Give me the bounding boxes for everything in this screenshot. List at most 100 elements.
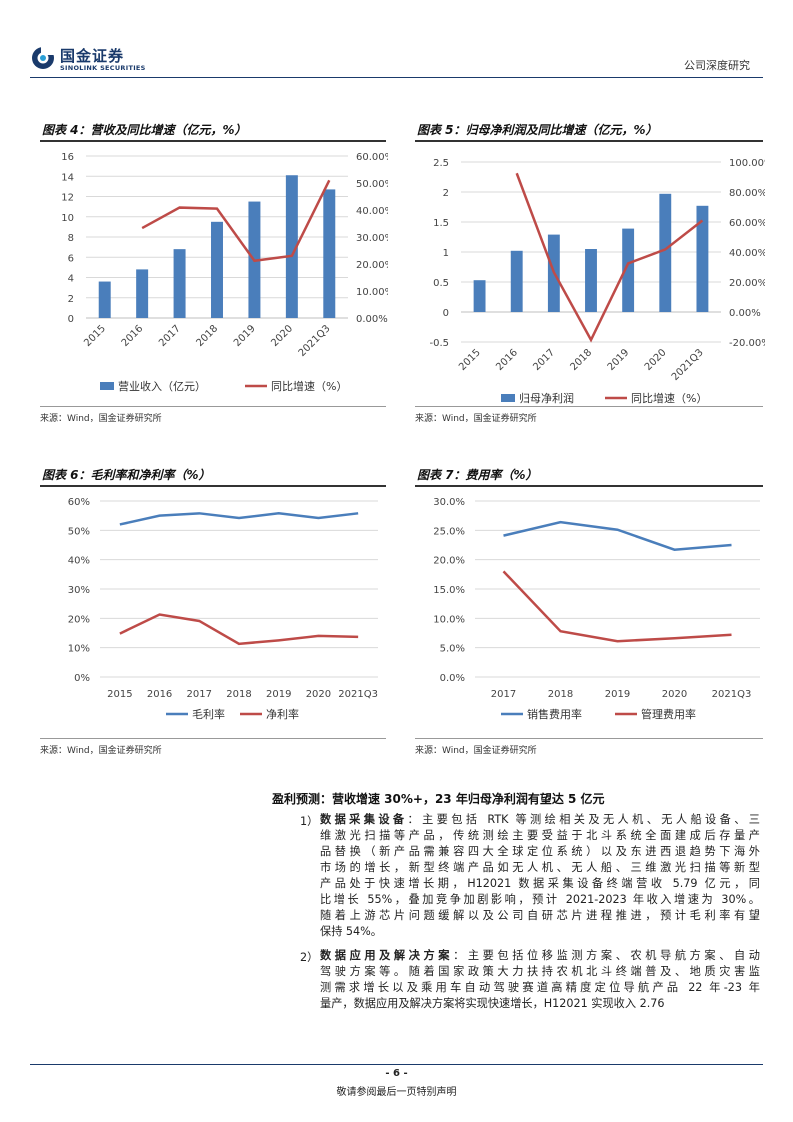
line-text: 量产，数据应用及解决方案将实现快速增长，H12021 实现收入 2.76 bbox=[320, 997, 665, 1010]
x-tick-label: 2016 bbox=[494, 347, 520, 373]
y2-tick-label: 80.00% bbox=[729, 188, 765, 199]
y2-tick-label: 0.00% bbox=[356, 314, 388, 325]
x-tick-label: 2017 bbox=[157, 323, 183, 349]
y2-tick-label: 40.00% bbox=[356, 206, 388, 217]
y2-tick-label: 100.00% bbox=[729, 158, 765, 169]
y-tick-label: 1 bbox=[443, 248, 449, 259]
figure-source: 来源：Wind，国金证券研究所 bbox=[415, 746, 537, 756]
x-tick-label: 2015 bbox=[107, 689, 132, 700]
series-line bbox=[502, 570, 732, 643]
y-tick-label: 30% bbox=[68, 585, 90, 596]
y2-tick-label: 40.00% bbox=[729, 248, 765, 259]
line-text: 品替换（新产品需兼容四大全球定位系统）以及东进西退趋势下海外 bbox=[320, 845, 760, 858]
paragraph-line: 产品处于快速增长期，H12021 数据采集设备终端营收 5.79 亿元，同 bbox=[320, 876, 760, 892]
legend-label: 销售费用率 bbox=[527, 707, 582, 721]
bar bbox=[473, 280, 486, 312]
paragraph-line: 数据采集设备：主要包括 RTK 等测绘相关及无人机、无人船设备、三 bbox=[320, 812, 760, 828]
figure-title: 图表 5：归母净利润及同比增速（亿元，%） bbox=[417, 123, 658, 137]
bar bbox=[136, 269, 149, 318]
y2-tick-label: 10.00% bbox=[356, 287, 388, 298]
series-line bbox=[119, 613, 359, 646]
y-tick-label: 20.0% bbox=[433, 556, 465, 567]
figure-5: 图表 5：归母净利润及同比增速（亿元，%） -0.5 0 0.5 1 1.5 2 2.5 -2… bbox=[405, 118, 765, 428]
x-tick-label: 2016 bbox=[147, 689, 172, 700]
y2-tick-label: 50.00% bbox=[356, 179, 388, 190]
section-title: 盈利预测：营收增速 30%+，23 年归母净利润有望达 5 亿元 bbox=[272, 792, 605, 806]
net-profit-chart: -0.5 0 0.5 1 1.5 2 2.5 -20.00% 0.00% 20.00% 40.00%… bbox=[429, 158, 765, 405]
x-tick-label: 2019 bbox=[266, 689, 291, 700]
x-tick-label: 2020 bbox=[662, 689, 687, 700]
x-tick-label: 2015 bbox=[82, 323, 108, 349]
paragraph-line: 驾驶方案等。随着国家政策大力扶持农机北斗终端普及、地质灾害监 bbox=[320, 964, 760, 980]
y-tick-label: 0 bbox=[443, 308, 449, 319]
figure-source: 来源：Wind，国金证券研究所 bbox=[40, 414, 162, 424]
item-number: 2） bbox=[300, 951, 319, 964]
x-tick-label: 2017 bbox=[187, 689, 212, 700]
bar bbox=[622, 228, 635, 312]
y-tick-label: 0% bbox=[74, 673, 90, 684]
y-tick-label: 6 bbox=[68, 253, 74, 264]
bar bbox=[173, 249, 186, 318]
y-tick-label: 5.0% bbox=[440, 644, 465, 655]
line-text: 市场的增长，新型终端产品如无人机、无人船、三维激光扫描等新型 bbox=[320, 861, 760, 874]
x-tick-label: 2016 bbox=[120, 323, 146, 349]
figure-top-rule bbox=[415, 485, 763, 487]
figure-source: 来源：Wind，国金证券研究所 bbox=[40, 746, 162, 756]
y2-tick-label: 30.00% bbox=[356, 233, 388, 244]
legend-label: 管理费用率 bbox=[641, 707, 696, 721]
y-tick-label: 2 bbox=[443, 188, 449, 199]
y-tick-label: -0.5 bbox=[429, 338, 449, 349]
y-tick-label: 8 bbox=[68, 233, 74, 244]
y-tick-label: 15.0% bbox=[433, 585, 465, 596]
figure-7: 图表 7：费用率（%） 0.0% 5.0% 10.0% 15.0% 20.0% 25.0%… bbox=[405, 463, 765, 763]
y-tick-label: 0 bbox=[68, 314, 74, 325]
x-tick-label: 2021Q3 bbox=[297, 323, 333, 359]
paragraph-line: 维激光扫描等产品，传统测绘主要受益于北斗系统全面建成后存量产 bbox=[320, 828, 760, 844]
x-tick-label: 2019 bbox=[605, 689, 630, 700]
line-text: 测需求增长以及乘用车自动驾驶赛道高精度定位导航产品 22 年-23 年 bbox=[320, 981, 760, 994]
margin-chart: 0% 10% 20% 30% 40% 50% 60% 2015 2016 2017 2018 2019… bbox=[68, 497, 378, 721]
legend-label: 归母净利润 bbox=[519, 391, 574, 405]
paragraph-line: 测需求增长以及乘用车自动驾驶赛道高精度定位导航产品 22 年-23 年 bbox=[320, 980, 760, 996]
figure-title: 图表 6：毛利率和净利率（%） bbox=[42, 468, 211, 482]
y-tick-label: 14 bbox=[61, 172, 74, 183]
y2-tick-label: 20.00% bbox=[356, 260, 388, 271]
x-tick-label: 2018 bbox=[569, 347, 595, 373]
legend-swatch-bar bbox=[100, 382, 114, 390]
legend-label: 毛利率 bbox=[192, 707, 225, 721]
y-tick-label: 0.5 bbox=[433, 278, 449, 289]
line-text: 随着上游芯片问题缓解以及公司自研芯片进程推进，预计毛利率有望 bbox=[320, 909, 760, 922]
y-tick-label: 10% bbox=[68, 644, 90, 655]
y2-tick-label: 0.00% bbox=[729, 308, 761, 319]
item-heading: 数据采集设备 bbox=[320, 813, 408, 826]
legend-label: 净利率 bbox=[266, 707, 299, 721]
expense-chart: 0.0% 5.0% 10.0% 15.0% 20.0% 25.0% 30.0% 2017 201… bbox=[433, 497, 760, 721]
page-number: - 6 - bbox=[385, 1068, 408, 1079]
item-body: 数据采集设备：主要包括 RTK 等测绘相关及无人机、无人船设备、三 维激光扫描等产… bbox=[320, 812, 760, 940]
legend-swatch-bar bbox=[501, 394, 515, 402]
y-tick-label: 50% bbox=[68, 526, 90, 537]
x-tick-label: 2021Q3 bbox=[338, 689, 378, 700]
x-tick-label: 2020 bbox=[643, 347, 669, 373]
x-tick-label: 2021Q3 bbox=[712, 689, 752, 700]
y-tick-label: 2 bbox=[68, 294, 74, 305]
paragraph-line: 品替换（新产品需兼容四大全球定位系统）以及东进西退趋势下海外 bbox=[320, 844, 760, 860]
line-text: 保持 54%。 bbox=[320, 925, 382, 938]
y-tick-label: 10.0% bbox=[433, 614, 465, 625]
bar bbox=[211, 221, 223, 318]
paragraph-line: 比增长 55%，叠加竞争加剧影响，预计 2021-2023 年收入增速为 30%… bbox=[320, 892, 760, 908]
line-text: 维激光扫描等产品，传统测绘主要受益于北斗系统全面建成后存量产 bbox=[320, 829, 760, 842]
y-tick-label: 12 bbox=[61, 193, 74, 204]
item-number: 1） bbox=[300, 815, 319, 828]
figure-title: 图表 4：营收及同比增速（亿元，%） bbox=[42, 123, 247, 137]
bar bbox=[285, 175, 298, 318]
logo-icon bbox=[31, 46, 55, 70]
x-tick-label: 2017 bbox=[531, 347, 557, 373]
y-tick-label: 25.0% bbox=[433, 526, 465, 537]
y-tick-label: 60% bbox=[68, 497, 90, 508]
bar bbox=[659, 193, 672, 312]
y-tick-label: 2.5 bbox=[433, 158, 449, 169]
series-line bbox=[119, 512, 359, 526]
legend-label: 同比增速（%） bbox=[631, 391, 707, 405]
header: 国金证券 SINOLINK SECURITIES 公司深度研究 bbox=[0, 0, 793, 80]
